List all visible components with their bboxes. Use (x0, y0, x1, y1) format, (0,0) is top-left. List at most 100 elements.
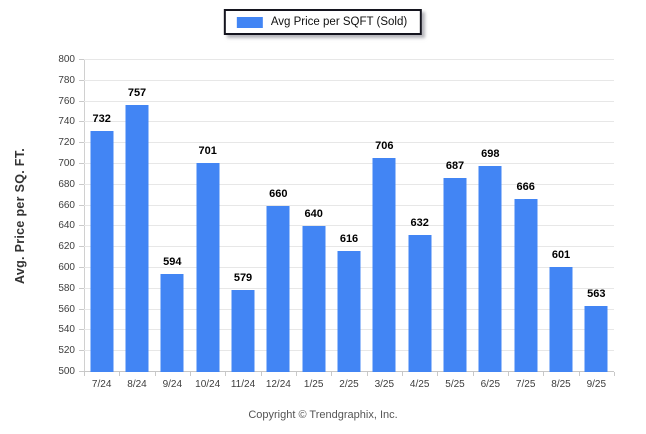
x-tick-label: 9/24 (162, 379, 183, 390)
x-axis-tick (472, 372, 474, 376)
gridline (84, 100, 614, 102)
x-axis-tick (578, 372, 580, 376)
y-tick-label: 720 (58, 137, 75, 149)
bar-value-label: 640 (304, 208, 323, 221)
bar-value-label: 632 (410, 216, 429, 229)
x-axis-tick (119, 372, 121, 376)
x-tick-label: 3/25 (374, 379, 395, 390)
gridline (84, 59, 614, 60)
gridline (84, 121, 614, 123)
y-tick-label: 520 (58, 345, 75, 357)
x-axis-tick (84, 372, 85, 376)
y-axis-tick (79, 100, 84, 102)
bar-value-label: 616 (339, 233, 359, 246)
bar-value-label: 706 (375, 139, 394, 152)
x-axis-tick (260, 372, 262, 376)
legend-swatch-icon (236, 16, 263, 28)
gridline (84, 142, 614, 144)
y-axis-tick (79, 121, 84, 123)
bar-9-25 (584, 306, 608, 372)
x-axis-tick (154, 372, 156, 376)
bar-9-24 (160, 274, 184, 372)
y-tick-label: 800 (58, 54, 75, 65)
legend-label: Avg Price per SQFT (Sold) (270, 16, 408, 28)
bar-value-label: 579 (233, 271, 253, 284)
x-tick-label: 4/25 (409, 379, 430, 390)
y-axis-tick (79, 287, 84, 289)
y-tick-label: 760 (58, 95, 75, 107)
x-axis-tick (225, 372, 227, 376)
gridline (84, 204, 614, 206)
bar-value-label: 666 (516, 181, 535, 194)
x-tick-label: 2/25 (339, 379, 359, 390)
bar-3-25 (372, 157, 396, 372)
y-axis-tick (79, 142, 84, 144)
bar-value-label: 594 (163, 256, 182, 269)
bar-value-label: 701 (198, 144, 217, 157)
gridline (84, 183, 614, 185)
y-axis-tick (79, 204, 84, 206)
x-tick-label: 8/25 (551, 379, 571, 390)
x-axis-tick (543, 372, 545, 376)
y-axis-tick (79, 183, 84, 185)
bar-4-25 (408, 234, 432, 372)
y-axis-tick (79, 163, 84, 164)
x-tick-label: 7/24 (91, 379, 112, 390)
y-tick-label: 540 (58, 324, 75, 336)
y-tick-label: 500 (58, 366, 75, 377)
bar-value-label: 601 (551, 248, 571, 261)
bar-value-label: 660 (269, 187, 288, 200)
bar-7-25 (514, 199, 538, 372)
bar-10-24 (196, 162, 220, 372)
chart-legend: Avg Price per SQFT (Sold) (223, 9, 423, 35)
y-tick-label: 680 (58, 178, 75, 190)
y-axis-tick (79, 308, 84, 310)
x-axis-tick (331, 372, 333, 376)
y-axis-tick (79, 329, 84, 331)
x-tick-label: 8/24 (127, 379, 147, 390)
y-tick-label: 700 (58, 158, 75, 169)
bar-1-25 (302, 226, 326, 372)
bar-value-label: 563 (587, 288, 606, 301)
bar-value-label: 732 (92, 112, 111, 125)
x-axis-tick (366, 372, 368, 376)
bar-8-25 (549, 266, 573, 372)
y-tick-label: 560 (58, 303, 75, 315)
x-axis-tick (190, 372, 191, 376)
x-tick-label: 7/25 (515, 379, 536, 390)
bar-7-24 (90, 130, 114, 372)
y-axis-tick (79, 267, 84, 268)
x-tick-label: 1/25 (303, 379, 324, 390)
y-tick-label: 640 (58, 220, 75, 232)
y-tick-label: 600 (58, 262, 75, 273)
bar-value-label: 687 (445, 159, 465, 172)
y-axis-line (84, 60, 85, 372)
x-tick-label: 6/25 (480, 379, 501, 390)
gridline (84, 225, 614, 227)
y-axis-title: Avg. Price per SQ. FT. (13, 147, 27, 285)
x-axis-tick (402, 372, 403, 376)
y-axis-tick (79, 371, 84, 372)
copyright-text: Copyright © Trendgraphix, Inc. (248, 409, 398, 421)
y-axis-tick (79, 350, 84, 352)
x-tick-label: 5/25 (445, 379, 465, 390)
x-tick-label: 12/24 (265, 379, 291, 390)
y-tick-label: 740 (58, 116, 75, 128)
gridline (84, 163, 614, 164)
x-axis-tick (508, 372, 509, 376)
bar-12-24 (266, 205, 290, 372)
x-tick-label: 10/24 (195, 379, 221, 390)
chart-plot-area: 500 520 540 560 580 600 620 640 660 680 700 720 740 7… (58, 54, 615, 390)
bar-value-label: 698 (481, 148, 500, 161)
gridline (84, 79, 614, 81)
y-axis-tick (79, 59, 84, 60)
bar-8-24 (125, 104, 149, 372)
y-axis-tick (79, 79, 84, 81)
bar-2-25 (337, 251, 361, 372)
y-axis-tick (79, 246, 84, 248)
x-tick-label: 9/25 (586, 379, 607, 390)
y-tick-label: 660 (58, 199, 75, 211)
gridline (84, 246, 614, 248)
y-axis-tick (79, 225, 84, 227)
y-tick-label: 780 (58, 74, 75, 86)
